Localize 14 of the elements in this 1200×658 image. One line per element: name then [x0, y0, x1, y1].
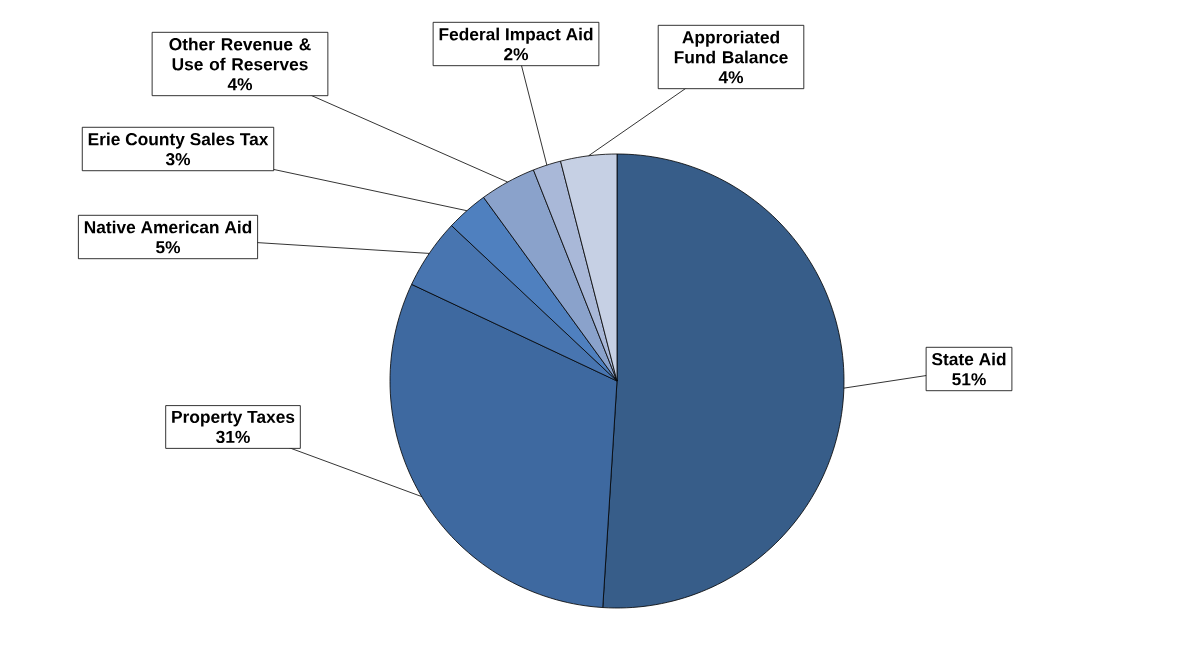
data-label: 3% [165, 153, 191, 166]
data-label: 2% [504, 48, 529, 61]
data-label: 4% [227, 78, 253, 91]
slice-label: Erie County Sales Tax [88, 132, 269, 149]
slice-label: Property Taxes [172, 410, 295, 427]
data-label: 4% [718, 71, 744, 84]
slice-label: Federal Impact Aid [439, 27, 593, 44]
data-label: 51% [952, 373, 986, 386]
slice-label: Native American Aid [84, 220, 252, 234]
slice-label: State Aid [931, 352, 1006, 366]
data-label: 31% [216, 430, 250, 444]
slice-label: Approriated Fund Balance [674, 30, 788, 64]
slice-label: Other Revenue & Use of Reserves [169, 37, 311, 71]
data-label: 5% [156, 241, 181, 254]
